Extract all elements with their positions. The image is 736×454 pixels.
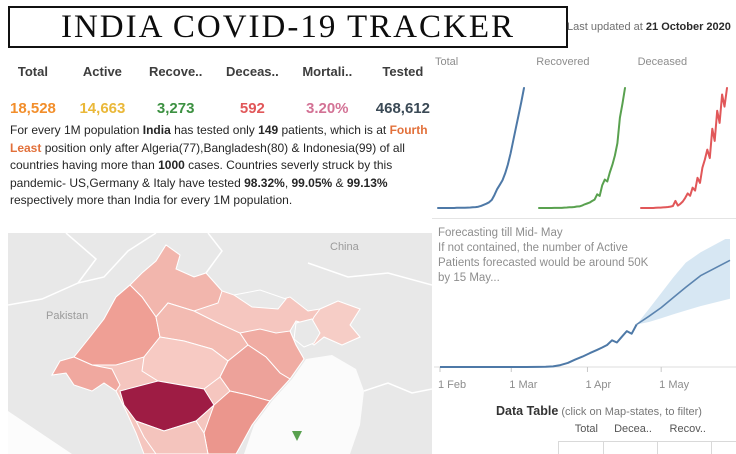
- kpi-value: 3,273: [156, 100, 195, 117]
- kpi-total[interactable]: Total 18,528: [10, 64, 56, 117]
- axis-tick-label: 1 May: [659, 379, 690, 391]
- kpi-mortali[interactable]: Mortali.. 3.20%: [302, 64, 352, 117]
- sparkline-recovered[interactable]: Recovered: [533, 52, 634, 216]
- last-updated: Last updated at 21 October 2020: [567, 21, 731, 33]
- last-updated-date: 21 October 2020: [645, 21, 731, 33]
- kpi-label: Recove..: [148, 64, 203, 79]
- trend-sparklines: Total Recovered Deceased: [432, 52, 736, 216]
- forecast-x-axis: 1 Feb 1 Mar 1 Apr 1 May: [432, 379, 736, 395]
- forecast-annotation-line: If not contained, the number of Active: [438, 242, 628, 254]
- axis-tick-label: 1 Feb: [438, 379, 467, 391]
- axis-tick-label: 1 Mar: [509, 379, 538, 391]
- sparkline-total[interactable]: Total: [432, 52, 533, 216]
- kpi-recove[interactable]: Recove.. 3,273: [149, 64, 202, 117]
- country-borders: [8, 233, 432, 394]
- kpi-value: 592: [239, 100, 265, 117]
- kpi-value: 3.20%: [305, 100, 349, 117]
- forecast-annotation-line: Forecasting till Mid- May: [438, 227, 563, 239]
- title-banner: INDIA COVID-19 TRACKER: [8, 6, 568, 48]
- data-table-grid: [558, 441, 736, 454]
- map-svg[interactable]: Pakistan China: [8, 233, 432, 454]
- map-label-china: China: [330, 241, 360, 253]
- kpi-value: 468,612: [375, 100, 430, 117]
- bay-of-bengal: [244, 355, 364, 454]
- sparkline-title: Deceased: [637, 56, 688, 68]
- arabian-sea: [8, 411, 72, 454]
- kpi-tested[interactable]: Tested 468,612: [376, 64, 430, 117]
- forecast-section: Forecasting till Mid- May If not containe…: [432, 218, 736, 396]
- nepal-shape: [232, 289, 287, 310]
- data-table-subtitle: (click on Map-states, to filter): [558, 406, 702, 418]
- state-gujarat[interactable]: [51, 356, 121, 392]
- sparkline-chart[interactable]: [434, 70, 530, 216]
- sparkline-title: Recovered: [536, 56, 590, 68]
- sparkline-title: Total: [435, 56, 459, 68]
- kpi-label: Mortali..: [302, 64, 353, 79]
- kpi-active[interactable]: Active 14,663: [79, 64, 125, 117]
- kpi-label: Tested: [382, 64, 424, 79]
- state-rajasthan[interactable]: [73, 284, 161, 366]
- column-header-decea[interactable]: Decea..: [614, 423, 652, 435]
- kpi-row: Total 18,528 Active 14,663 Recove.. 3,273 Dece…: [10, 64, 430, 117]
- sparkline-chart[interactable]: [535, 70, 631, 216]
- axis-tick-label: 1 Apr: [585, 379, 612, 391]
- kpi-label: Total: [17, 64, 48, 79]
- kpi-deceas[interactable]: Deceas.. 592: [226, 64, 279, 117]
- forecast-annotation-line: Patients forecasted would be around 50K: [438, 257, 649, 269]
- page-title: INDIA COVID-19 TRACKER: [60, 8, 516, 45]
- sparkline-deceased[interactable]: Deceased: [635, 52, 736, 216]
- column-header-total[interactable]: Total: [574, 423, 598, 435]
- table-cell[interactable]: [559, 442, 604, 454]
- data-table-section: Data Table (click on Map-states, to filt…: [432, 396, 736, 454]
- forecast-annotation: Forecasting till Mid- May If not containe…: [438, 226, 648, 286]
- state-shapes[interactable]: [51, 244, 361, 454]
- data-table-title: Data Table (click on Map-states, to filt…: [462, 402, 736, 420]
- table-cell[interactable]: [604, 442, 658, 454]
- kpi-label: Active: [82, 64, 122, 79]
- insight-text: For every 1M population India has tested…: [10, 123, 428, 207]
- table-cell[interactable]: [658, 442, 712, 454]
- last-updated-label: Last updated at: [567, 21, 646, 33]
- kpi-value: 14,663: [79, 100, 126, 117]
- forecast-annotation-line: by 15 May...: [438, 272, 500, 284]
- forecast-chart[interactable]: [432, 239, 736, 377]
- bangladesh-shape: [293, 318, 321, 348]
- green-marker: [292, 431, 302, 441]
- data-table-title-text: Data Table: [496, 404, 559, 418]
- india-map[interactable]: Pakistan China: [8, 233, 432, 454]
- sparkline-chart[interactable]: [637, 70, 733, 216]
- map-label-pakistan: Pakistan: [46, 310, 88, 322]
- data-table-headers: Total Decea.. Recov..: [432, 423, 736, 438]
- kpi-label: Deceas..: [226, 64, 279, 79]
- kpi-value: 18,528: [10, 100, 56, 117]
- column-header-recov[interactable]: Recov..: [669, 423, 706, 435]
- state-karnataka[interactable]: [134, 420, 209, 454]
